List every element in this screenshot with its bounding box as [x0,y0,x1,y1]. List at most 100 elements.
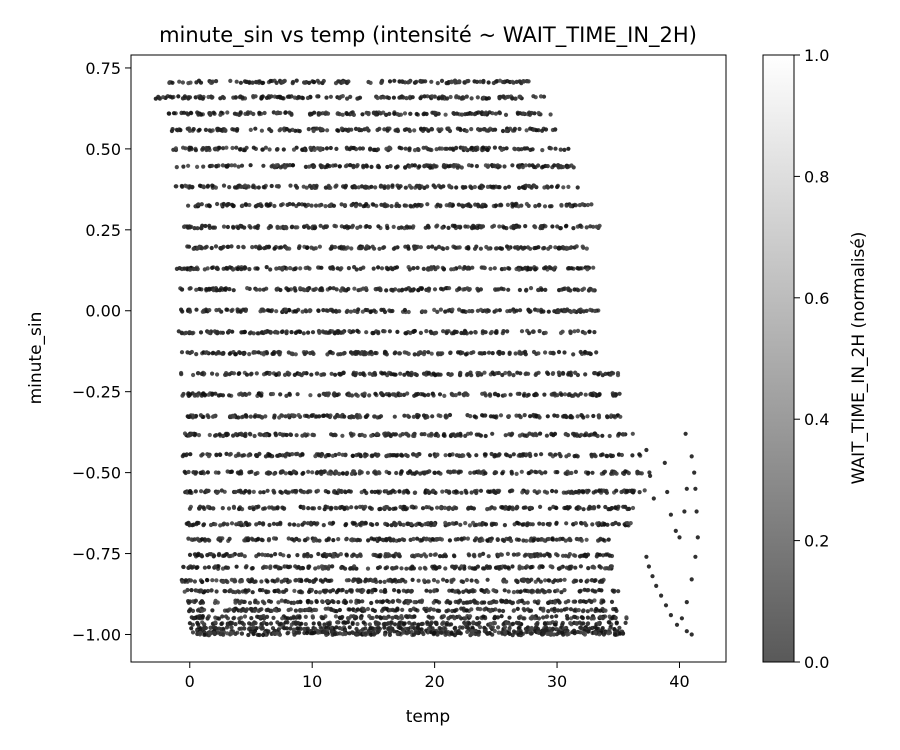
scatter-point [433,433,438,438]
scatter-point [617,391,622,396]
scatter-point [466,202,471,207]
scatter-point [429,506,434,511]
scatter-point [385,164,390,170]
scatter-point [317,244,322,249]
scatter-point [476,469,481,474]
scatter-point [422,470,427,475]
scatter-point [327,564,332,569]
scatter-point [332,391,337,396]
scatter-point [466,505,471,510]
scatter-point [517,433,523,438]
scatter-point [234,79,239,84]
scatter-point [180,287,185,292]
scatter-point [187,506,192,511]
scatter-point [583,392,588,397]
scatter-point [483,110,489,115]
scatter-point [435,452,440,457]
scatter-point [299,373,304,378]
scatter-point [314,471,319,476]
scatter-point [554,521,559,526]
scatter-point [290,202,296,207]
scatter-point [493,203,499,208]
scatter-point [195,164,200,169]
scatter-point [584,246,589,251]
scatter-point [587,504,592,509]
scatter-point [225,110,230,115]
scatter-point [455,126,460,131]
scatter-point [496,565,501,570]
scatter-point [510,507,515,512]
scatter-point [196,371,201,376]
scatter-point [565,165,570,170]
scatter-point [206,454,211,459]
scatter-point [430,414,435,419]
scatter-point [618,414,623,419]
scatter-point [546,536,552,542]
scatter-point [424,537,429,542]
scatter-point [221,146,226,151]
scatter-point [187,286,192,291]
scatter-point [497,111,502,116]
scatter-point [311,164,317,169]
scatter-point [242,392,247,397]
scatter-point [523,163,528,168]
scatter-point [206,94,211,100]
scatter-point [455,165,460,170]
scatter-point [328,145,333,151]
scatter-point [547,204,553,209]
scatter-point [214,79,219,84]
scatter-point [393,350,398,355]
scatter-point [578,266,583,271]
scatter-point [474,536,479,541]
scatter-point [430,244,435,249]
scatter-point [230,145,235,151]
scatter-point [593,454,598,459]
scatter-point [280,79,285,84]
scatter-point [470,566,475,571]
scatter-point [221,201,226,207]
scatter-point [360,146,365,151]
scatter-point [524,287,529,292]
scatter-point [280,329,285,334]
scatter-point [331,286,336,291]
scatter-point [361,163,366,168]
scatter-point [264,95,269,100]
scatter-point [198,330,204,335]
scatter-point [306,330,311,335]
scatter-point [318,111,323,116]
scatter-point [470,589,475,594]
scatter-point [425,414,430,420]
scatter-point [539,287,544,292]
scatter-point [573,521,579,526]
scatter-point [359,470,364,475]
scatter-point [623,469,628,474]
scatter-point [463,224,468,229]
scatter-point [520,522,525,527]
scatter-point [230,202,235,207]
scatter-point [316,265,321,270]
scatter-point [267,203,272,208]
scatter-point [215,329,220,334]
scatter-point [363,579,368,584]
scatter-point [521,538,526,543]
scatter-point [325,128,330,133]
scatter-point [313,246,318,251]
chart-title: minute_sin vs temp (intensité ~ WAIT_TIM… [159,23,697,48]
scatter-point [327,203,333,208]
scatter-point [198,80,204,85]
scatter-point [467,553,472,558]
scatter-point [536,203,542,208]
scatter-point [294,78,299,83]
scatter-point [271,488,276,493]
scatter-point [501,94,506,100]
scatter-point [479,588,484,593]
scatter-point [432,110,437,115]
scatter-point [366,578,371,583]
scatter-point [261,308,267,313]
scatter-point [307,309,312,314]
scatter-point [360,504,365,509]
scatter-point [324,146,329,151]
scatter-point [215,201,220,207]
scatter-point [429,431,434,436]
scatter-point [217,432,222,437]
